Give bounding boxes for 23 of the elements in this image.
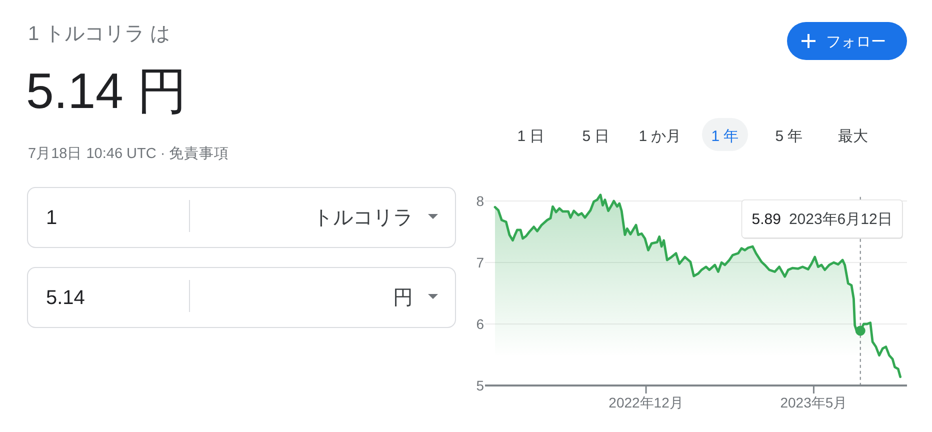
annotation: 2023年6月12日	[788, 210, 892, 228]
text: 5.14 円	[26, 63, 188, 119]
annotation: 5.89	[752, 210, 781, 228]
y-tick-label: 7	[476, 254, 484, 270]
text: 5 年	[775, 128, 803, 145]
y-tick-label: 6	[476, 316, 484, 332]
text: 1 か月	[638, 128, 682, 145]
text: 7月18日 10:46 UTC · 免責事項	[28, 145, 230, 162]
text: 5 日	[582, 128, 610, 145]
y-tick-label: 8	[476, 193, 484, 209]
text: 1 年	[711, 128, 739, 145]
text: 5.14	[46, 287, 85, 309]
x-tick-label: 2022年12月	[608, 394, 684, 410]
text: 1	[46, 207, 58, 229]
text: 1 トルコリラ は	[28, 23, 170, 45]
tooltip: 5.89 2023年6月12日	[741, 199, 903, 239]
text: トルコリラ	[313, 207, 413, 229]
button: フォロー	[787, 22, 907, 60]
text: 円	[393, 287, 413, 309]
text: 最大	[838, 128, 868, 145]
text: 1 日	[517, 128, 545, 145]
x-tick-label: 2023年5月	[780, 394, 848, 410]
y-tick-label: 5	[476, 378, 484, 394]
